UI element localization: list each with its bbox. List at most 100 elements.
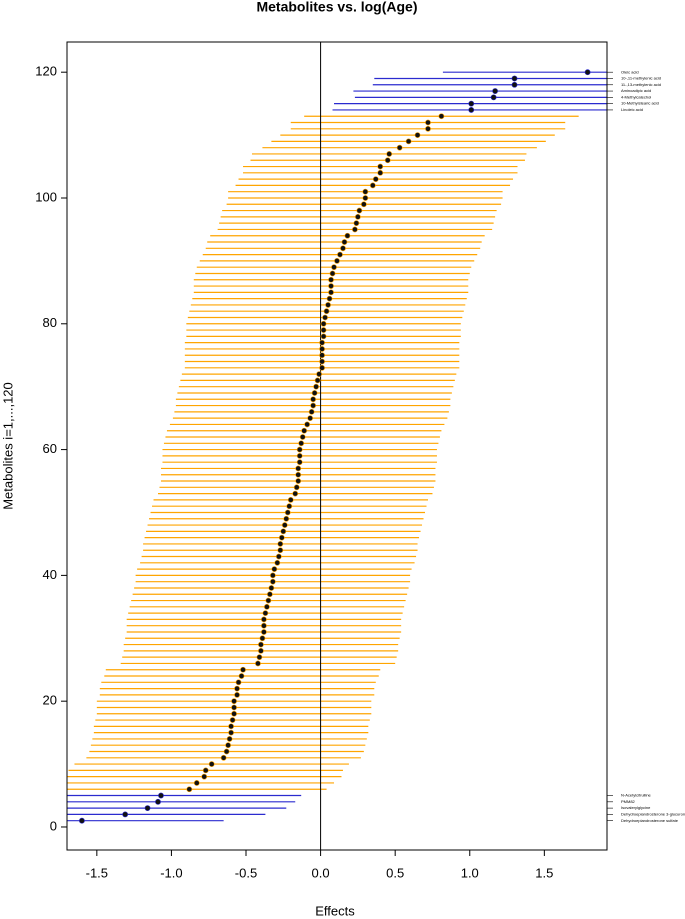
- point-label: Dehydroepiandrosterone sulfate: [621, 818, 679, 823]
- y-tick-label: 0: [50, 818, 57, 833]
- point: [307, 415, 314, 422]
- point: [360, 201, 367, 208]
- point: [79, 817, 85, 824]
- point: [295, 471, 302, 478]
- point: [158, 792, 164, 799]
- x-tick-label: -1.0: [160, 865, 182, 880]
- point: [356, 207, 363, 214]
- point: [322, 314, 328, 321]
- point: [231, 704, 237, 711]
- x-tick-label: 1.5: [535, 865, 553, 880]
- y-tick-label: 120: [35, 64, 57, 79]
- x-tick-label: 1.0: [461, 865, 479, 880]
- point: [377, 169, 384, 176]
- point: [320, 327, 327, 333]
- y-tick-label: 40: [43, 567, 57, 582]
- point: [277, 547, 284, 554]
- point: [314, 377, 321, 384]
- point: [228, 723, 234, 730]
- point: [286, 503, 293, 510]
- point-label: Linoleic acid: [621, 107, 643, 112]
- point: [229, 717, 236, 723]
- point: [261, 622, 267, 629]
- point: [329, 270, 336, 277]
- point: [296, 452, 303, 459]
- point: [362, 195, 369, 201]
- point: [234, 685, 240, 692]
- point: [226, 736, 233, 742]
- point-label: Oleic acid: [621, 69, 639, 74]
- x-tick-label: 0.5: [386, 865, 404, 880]
- point: [265, 597, 272, 604]
- point: [369, 182, 376, 189]
- point-label: PMM82: [621, 799, 636, 804]
- point-label: Isovalerylglycine: [621, 805, 651, 810]
- point: [323, 308, 330, 315]
- point: [278, 534, 285, 541]
- point: [284, 509, 291, 516]
- point: [201, 773, 208, 780]
- point: [280, 528, 287, 535]
- point: [274, 559, 281, 566]
- point: [298, 440, 305, 447]
- point: [304, 421, 311, 428]
- point: [186, 786, 193, 793]
- point: [301, 427, 308, 434]
- point: [319, 346, 325, 352]
- point: [438, 113, 445, 120]
- point: [340, 245, 346, 252]
- point: [354, 213, 361, 220]
- point: [208, 761, 215, 767]
- point: [295, 465, 302, 472]
- point: [261, 629, 267, 635]
- x-axis-label: Effects: [315, 903, 355, 918]
- y-tick-label: 100: [35, 189, 57, 204]
- point: [283, 515, 290, 522]
- y-tick-label: 20: [43, 693, 57, 708]
- point: [326, 295, 333, 302]
- point-label: 10-Methylstearic acid: [621, 101, 659, 106]
- point: [492, 88, 499, 94]
- point: [468, 100, 475, 107]
- point: [228, 729, 234, 736]
- point: [258, 647, 264, 654]
- point: [334, 257, 340, 264]
- point: [362, 188, 369, 195]
- point: [308, 408, 315, 415]
- point-label: 11-,13-methylenic acid: [621, 82, 661, 87]
- point: [584, 69, 591, 76]
- point: [352, 226, 358, 233]
- point: [320, 320, 327, 327]
- point: [425, 119, 431, 126]
- x-tick-label: 0.0: [312, 865, 330, 880]
- point: [299, 434, 306, 440]
- point: [258, 641, 264, 648]
- point: [319, 352, 325, 359]
- point: [256, 654, 263, 661]
- point: [511, 75, 518, 82]
- point: [337, 251, 343, 258]
- point: [266, 591, 273, 598]
- point: [295, 478, 302, 484]
- point: [511, 81, 518, 88]
- point: [405, 138, 412, 145]
- point: [287, 497, 294, 503]
- point-label: 10-,11-methylenic acid: [621, 76, 661, 81]
- chart-title: Metabolites vs. log(Age): [256, 0, 417, 15]
- point: [320, 333, 327, 340]
- point: [414, 132, 421, 138]
- point: [235, 679, 242, 686]
- point: [341, 239, 348, 245]
- point: [425, 125, 431, 132]
- y-tick-label: 80: [43, 315, 57, 330]
- point: [396, 144, 403, 151]
- point: [238, 673, 245, 679]
- point: [293, 484, 300, 491]
- point: [271, 566, 278, 572]
- point: [344, 232, 351, 239]
- point: [325, 302, 331, 308]
- point: [261, 616, 267, 623]
- point: [263, 603, 270, 610]
